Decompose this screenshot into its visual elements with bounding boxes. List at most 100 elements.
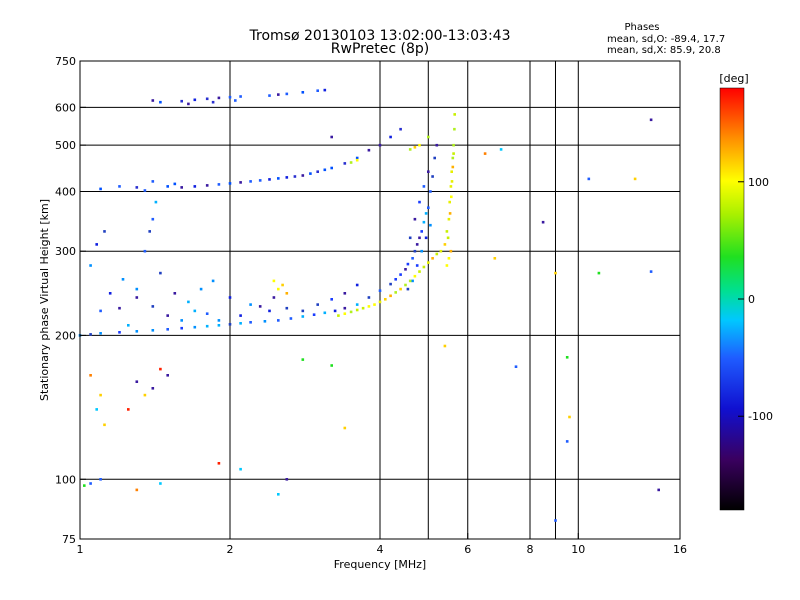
data-point [166, 328, 169, 331]
grid [80, 61, 680, 539]
data-point [367, 296, 371, 299]
data-point [301, 174, 305, 177]
data-point [272, 279, 276, 283]
data-point [427, 170, 430, 173]
chart-subtitle: RwPretec (8p) [331, 41, 429, 57]
data-point [337, 314, 340, 317]
data-point [199, 287, 203, 291]
data-point [316, 170, 319, 173]
data-point [408, 148, 412, 151]
data-point [211, 279, 215, 283]
data-point [135, 186, 139, 189]
data-point [154, 200, 158, 204]
data-point [268, 309, 271, 313]
data-point [349, 161, 353, 164]
data-point [285, 176, 289, 179]
data-point [83, 484, 86, 487]
data-point [378, 143, 382, 147]
data-point [404, 268, 407, 271]
y-tick-label: 600 [55, 101, 76, 114]
stats-line-x: mean, sd,X: 85.9, 20.8 [607, 45, 721, 56]
data-point [166, 314, 169, 317]
data-point [450, 170, 453, 173]
data-point [418, 200, 421, 204]
data-point [239, 181, 242, 184]
data-point [217, 183, 221, 186]
data-point [143, 189, 147, 192]
data-point [355, 283, 359, 287]
x-tick-label: 1 [77, 543, 84, 556]
data-point [277, 319, 280, 322]
data-point [99, 309, 102, 313]
data-point [514, 365, 518, 368]
data-point [367, 305, 371, 308]
data-point [389, 294, 392, 298]
y-axis-ticks: 75 100 200 300 400 500 600 750 [55, 55, 86, 546]
y-tick-label: 200 [55, 329, 76, 342]
data-point [193, 325, 197, 329]
data-point [367, 148, 371, 152]
data-point [193, 185, 197, 188]
data-point [249, 303, 252, 306]
data-point [389, 135, 392, 139]
data-point [217, 324, 221, 327]
data-point [239, 467, 242, 471]
data-point [449, 185, 453, 188]
data-point [355, 303, 359, 306]
data-point [173, 292, 177, 295]
data-point [108, 292, 112, 295]
data-point [312, 313, 316, 316]
data-point [597, 271, 601, 275]
data-point [99, 187, 102, 191]
data-point [159, 482, 162, 485]
data-point [180, 99, 183, 103]
data-point [127, 324, 130, 327]
data-point [95, 408, 98, 411]
data-point [217, 96, 221, 100]
data-point [399, 273, 402, 276]
data-point [301, 315, 305, 318]
colorbar-tick-label: 100 [748, 176, 769, 189]
data-point [349, 310, 353, 314]
x-tick-label: 4 [377, 543, 384, 556]
data-point [268, 94, 271, 97]
data-point [451, 156, 455, 160]
y-tick-label: 400 [55, 185, 76, 198]
data-point [301, 358, 305, 361]
data-point [565, 356, 569, 359]
data-point [422, 265, 426, 269]
data-point [285, 306, 289, 310]
colorbar-label: [deg] [719, 72, 748, 85]
x-tick-label: 6 [464, 543, 471, 556]
data-point [333, 309, 337, 313]
data-point [239, 322, 242, 325]
data-point [445, 264, 449, 267]
data-point [103, 230, 106, 233]
colorbar-tick-label: 0 [748, 293, 755, 306]
data-point [355, 308, 359, 312]
y-tick-label: 100 [55, 473, 76, 486]
chart-title: Tromsø 20130103 13:02:00-13:03:43 [249, 28, 511, 44]
data-point [127, 408, 130, 411]
data-point [258, 305, 262, 308]
data-point [452, 143, 455, 147]
data-point [277, 93, 280, 96]
data-point [301, 91, 305, 94]
data-point [394, 291, 397, 294]
data-point [452, 152, 455, 155]
data-point [217, 462, 221, 465]
data-point [263, 320, 267, 323]
data-point [272, 296, 276, 299]
data-point [151, 305, 155, 308]
data-point [415, 264, 419, 267]
data-point [445, 230, 449, 233]
data-point [343, 306, 347, 310]
data-point [166, 185, 169, 188]
data-point [424, 236, 428, 240]
data-point [211, 100, 215, 104]
data-point [228, 182, 232, 185]
y-tick-label: 750 [55, 55, 76, 68]
data-point [406, 262, 410, 266]
data-point [228, 296, 232, 299]
data-point [448, 200, 451, 204]
